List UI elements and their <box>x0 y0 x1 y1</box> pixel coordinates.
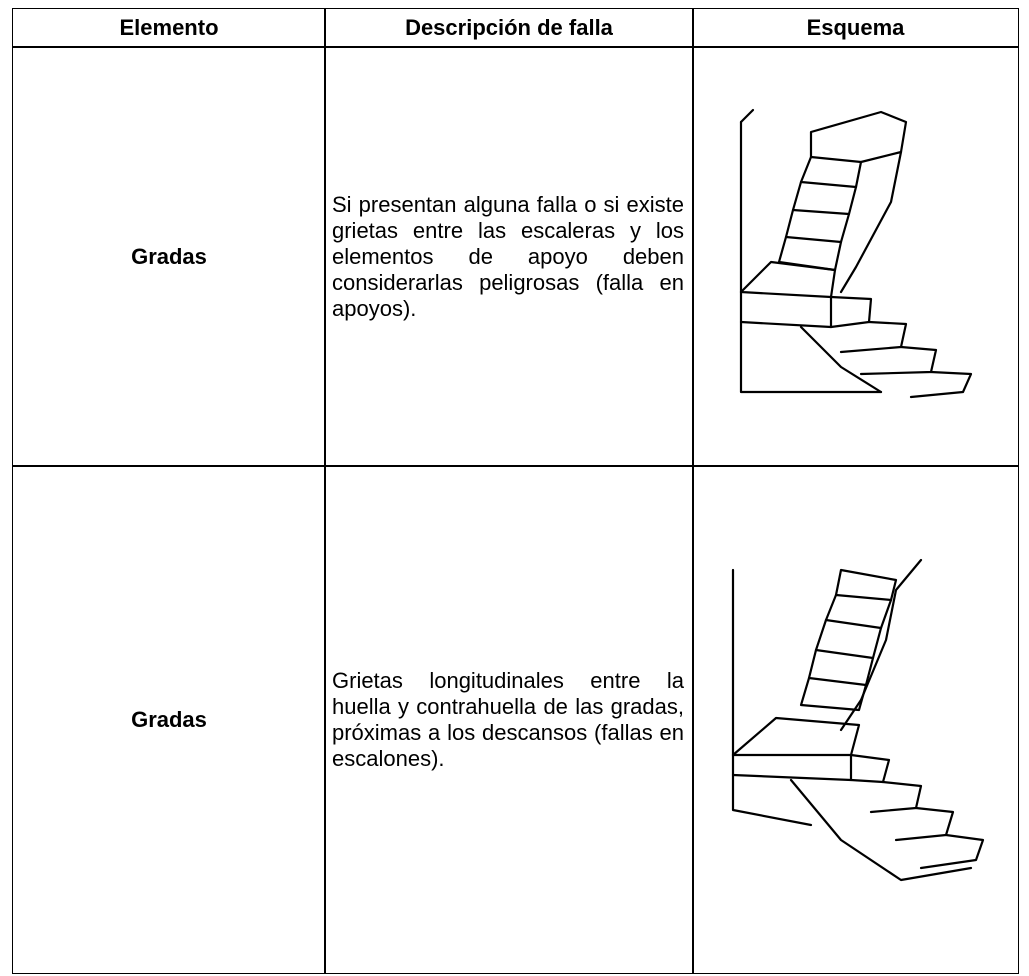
element-cell: Gradas <box>12 46 326 467</box>
stair-sketch <box>731 558 984 881</box>
description-text: Si presentan alguna falla o si existe gr… <box>332 191 684 321</box>
header-cell: Elemento <box>12 8 326 48</box>
header-cell: Descripción de falla <box>324 8 694 48</box>
sketch-cell <box>692 46 1019 467</box>
description-cell: Si presentan alguna falla o si existe gr… <box>324 46 694 467</box>
header-cell: Esquema <box>692 8 1019 48</box>
sketch-cell <box>692 465 1019 974</box>
element-cell: Gradas <box>12 465 326 974</box>
description-text: Grietas longitudinales entre la huella y… <box>332 667 684 771</box>
description-cell: Grietas longitudinales entre la huella y… <box>324 465 694 974</box>
stair-sketch <box>739 108 972 398</box>
